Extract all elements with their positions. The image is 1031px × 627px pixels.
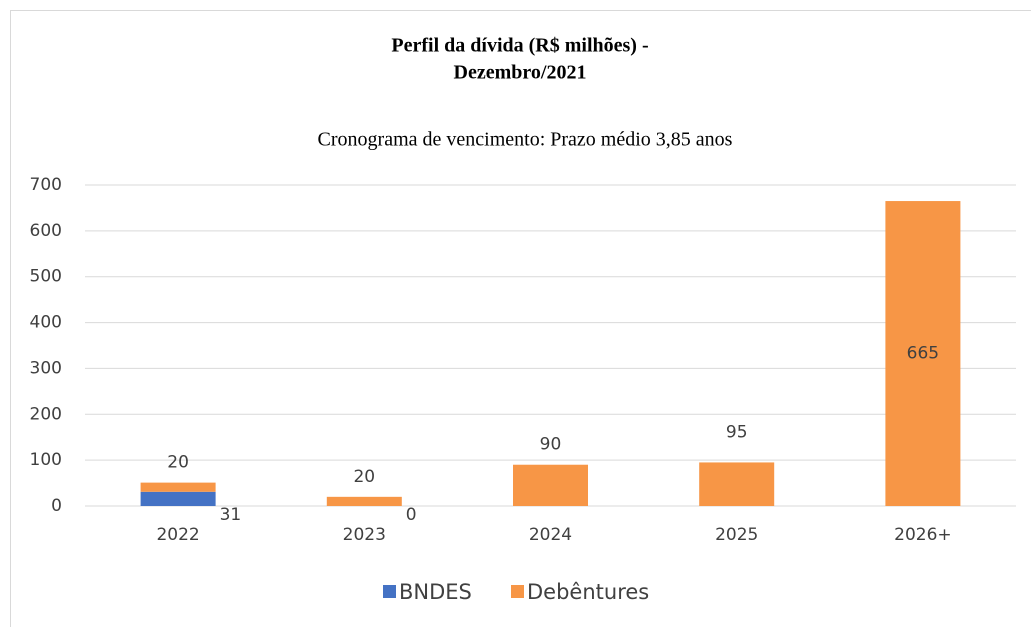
data-label: 665 xyxy=(907,344,939,364)
y-tick-label: 200 xyxy=(30,404,62,424)
legend-label: Debêntures xyxy=(527,580,649,604)
y-tick-label: 400 xyxy=(30,313,62,333)
x-tick-label: 2025 xyxy=(715,525,758,545)
bar-segment xyxy=(513,464,588,506)
x-tick-label: 2026+ xyxy=(894,525,952,545)
x-tick-label: 2022 xyxy=(156,525,199,545)
data-label: 0 xyxy=(406,505,417,525)
bar-segment xyxy=(140,491,216,506)
y-tick-label: 600 xyxy=(30,221,62,241)
x-tick-label: 2024 xyxy=(529,525,572,545)
legend-swatch xyxy=(383,585,396,598)
chart-title: Perfil da dívida (R$ milhões) - xyxy=(391,35,648,57)
y-tick-label: 500 xyxy=(30,267,62,287)
chart-title: Dezembro/2021 xyxy=(454,62,587,84)
x-tick-label: 2023 xyxy=(343,525,386,545)
y-tick-label: 100 xyxy=(30,450,62,470)
bar-segment xyxy=(885,201,961,507)
y-tick-label: 0 xyxy=(51,496,62,516)
y-tick-label: 300 xyxy=(30,358,62,378)
data-label: 31 xyxy=(220,505,242,525)
bar-segment xyxy=(140,482,216,492)
data-label: 95 xyxy=(726,422,748,442)
data-label: 90 xyxy=(540,435,562,455)
bar-segment xyxy=(699,462,775,506)
legend-label: BNDES xyxy=(399,580,472,604)
chart-subtitle: Cronograma de vencimento: Prazo médio 3,… xyxy=(318,129,733,151)
chart-border xyxy=(10,10,1031,627)
data-label: 20 xyxy=(353,467,375,487)
legend-swatch xyxy=(511,585,524,598)
data-label: 20 xyxy=(167,453,189,473)
bar-segment xyxy=(326,496,402,506)
y-tick-label: 700 xyxy=(30,175,62,195)
